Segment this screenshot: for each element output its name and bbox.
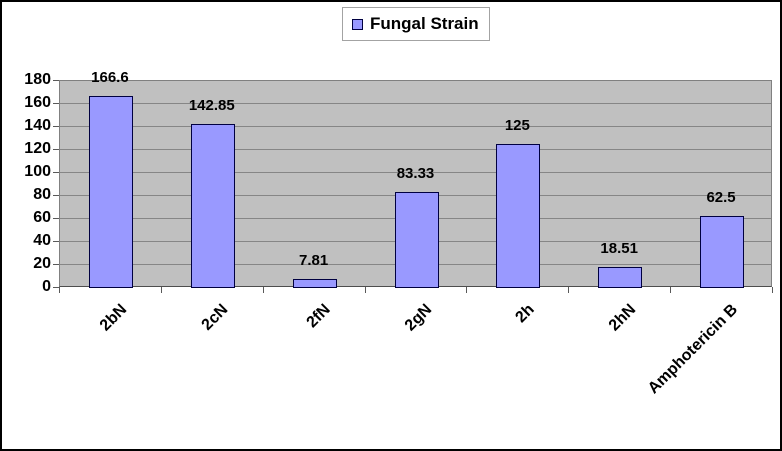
bar-value-label: 166.6 [91, 69, 129, 87]
bar [496, 144, 541, 288]
legend-series-marker-icon [352, 18, 363, 30]
gridline [60, 172, 771, 173]
gridline [60, 126, 771, 127]
bar [598, 266, 643, 288]
y-axis-label: 140 [24, 117, 51, 134]
y-axis-tick-mark [53, 218, 59, 219]
plot-area [59, 80, 772, 288]
gridline [60, 103, 771, 104]
y-axis-label: 20 [33, 255, 51, 272]
y-axis-label: 80 [33, 186, 51, 203]
y-axis-label: 0 [42, 278, 51, 295]
y-axis-label: 180 [24, 71, 51, 88]
gridline [60, 149, 771, 150]
bar-value-label: 7.81 [299, 252, 329, 270]
y-axis-label: 120 [24, 140, 51, 157]
x-axis-label: 2bN [96, 301, 130, 335]
y-axis-label: 60 [33, 209, 51, 226]
y-axis-tick-mark [53, 80, 59, 81]
x-axis-label: 2h [512, 301, 538, 327]
y-axis-tick-mark [53, 172, 59, 173]
x-axis-tick-mark [364, 287, 366, 293]
y-axis-tick-mark [53, 195, 59, 196]
x-axis-tick-mark [466, 287, 468, 293]
bar-value-label: 125 [504, 117, 530, 135]
bar-value-label: 142.85 [188, 96, 235, 114]
x-axis-tick-mark [670, 287, 672, 293]
y-axis-label: 160 [24, 94, 51, 111]
x-axis-tick-mark [59, 287, 60, 293]
bar-value-label: 62.5 [706, 189, 736, 207]
y-axis-label: 100 [24, 163, 51, 180]
x-axis-label: 2fN [303, 301, 334, 332]
y-axis-tick-mark [53, 103, 59, 104]
y-axis-tick-mark [53, 241, 59, 242]
x-axis-label: 2gN [402, 301, 436, 335]
x-axis-label: 2cN [199, 301, 232, 334]
y-axis-tick-mark [53, 126, 59, 127]
x-axis-tick-mark [160, 287, 162, 293]
y-axis-label: 40 [33, 232, 51, 249]
x-axis-tick-mark [772, 287, 773, 293]
legend: Fungal Strain [342, 7, 490, 41]
y-axis-tick-mark [53, 264, 59, 265]
y-axis-tick-mark [53, 149, 59, 150]
bar [292, 279, 337, 288]
x-axis-label: 2hN [605, 301, 640, 335]
bar [700, 216, 745, 288]
bar [190, 123, 235, 288]
bar [394, 192, 439, 288]
x-axis-label: Amphotericin B [644, 301, 742, 398]
bar-value-label: 83.33 [396, 165, 435, 183]
bar [88, 96, 133, 288]
bar-value-label: 18.51 [600, 239, 638, 257]
x-axis-tick-mark [568, 287, 570, 293]
x-axis-tick-mark [262, 287, 264, 293]
y-axis-tick-mark [53, 287, 59, 288]
legend-series-label: Fungal Strain [370, 14, 479, 33]
